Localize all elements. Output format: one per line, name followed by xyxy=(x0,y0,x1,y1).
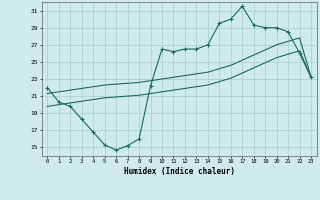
X-axis label: Humidex (Indice chaleur): Humidex (Indice chaleur) xyxy=(124,167,235,176)
